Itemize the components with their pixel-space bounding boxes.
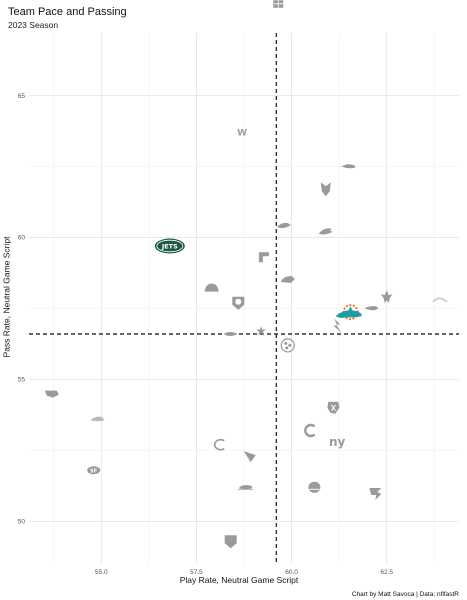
ravens-logo-icon xyxy=(223,332,238,336)
niners-logo-icon: SF xyxy=(87,466,101,475)
bills-logo-icon xyxy=(237,485,253,490)
x-tick-label: 57.5 xyxy=(190,569,203,576)
saints-logo-icon xyxy=(380,290,393,304)
chargers-logo-icon xyxy=(333,318,342,333)
y-tick-label: 55 xyxy=(18,377,26,384)
jaguars-logo-icon xyxy=(280,276,295,283)
colts-logo-icon xyxy=(304,423,316,438)
rams-logo-icon xyxy=(432,297,448,303)
patriots-logo-icon xyxy=(364,306,379,311)
dolphins-logo-icon xyxy=(335,304,362,321)
grid-lines xyxy=(29,33,459,564)
svg-text:JETS: JETS xyxy=(161,242,178,250)
x-tick-label: 60.0 xyxy=(285,569,298,576)
buccaneers-logo-icon xyxy=(44,390,59,398)
giants-logo-icon: ny xyxy=(329,435,346,449)
jets-logo-icon: JETS xyxy=(154,238,185,254)
team-logo-points: W JETS ny SF xyxy=(44,0,448,549)
eagles-logo-icon xyxy=(318,228,333,235)
seahawks-logo-icon xyxy=(341,164,356,169)
chart-subtitle: 2023 Season xyxy=(8,20,58,30)
commanders-logo-icon: W xyxy=(237,128,247,138)
falcons-logo-icon xyxy=(369,488,382,500)
cardinals-logo-icon xyxy=(243,451,256,463)
steelers-logo-icon xyxy=(280,338,295,353)
vikings-logo-icon xyxy=(320,182,331,197)
chart-caption: Chart by Matt Savoca | Data: nflfastR xyxy=(352,591,459,598)
y-tick-label: 65 xyxy=(18,93,26,100)
x-tick-label: 62.5 xyxy=(380,569,393,576)
cowboys-logo-icon xyxy=(256,326,266,336)
titans-logo-icon xyxy=(224,535,237,549)
x-tick-label: 55.0 xyxy=(95,569,108,576)
svg-text:W: W xyxy=(237,128,247,138)
svg-text:ny: ny xyxy=(329,435,346,449)
bengals-logo-icon xyxy=(273,0,284,8)
chart-title: Team Pace and Passing xyxy=(8,6,127,18)
svg-text:SF: SF xyxy=(90,468,97,474)
y-tick-label: 50 xyxy=(18,519,26,526)
chiefs-logo-icon xyxy=(204,283,219,292)
browns-logo-icon xyxy=(308,481,321,493)
x-axis-title: Play Rate, Neutral Game Script xyxy=(180,575,299,585)
broncos-logo-icon xyxy=(277,222,291,229)
y-tick-label: 60 xyxy=(18,235,26,242)
bears-logo-icon xyxy=(258,252,269,263)
lions-logo-icon xyxy=(90,416,105,422)
reference-lines xyxy=(29,33,459,564)
raiders-logo-icon xyxy=(232,296,245,310)
axis-ticks: 55.0 57.5 60.0 62.5 50 55 60 65 xyxy=(18,93,394,576)
packers-logo-icon xyxy=(213,438,225,451)
y-axis-title: Pass Rate, Neutral Game Script xyxy=(2,236,12,358)
texans-logo-icon xyxy=(327,401,340,414)
